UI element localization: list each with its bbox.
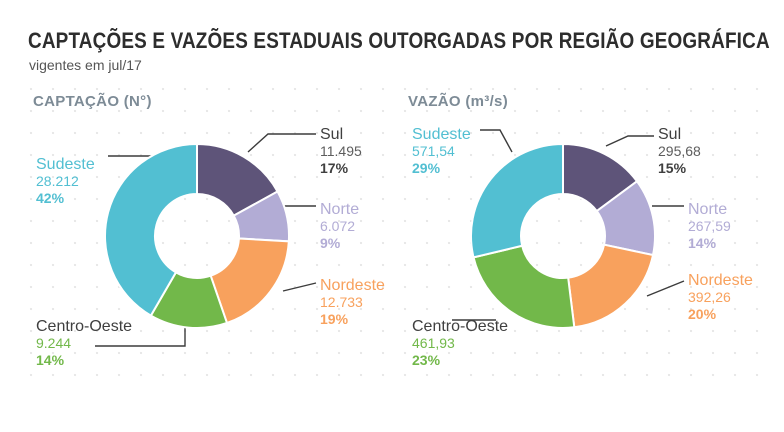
panel-title-captacao: CAPTAÇÃO (N°) [33,93,152,110]
label-nordeste-name: Nordeste [688,272,753,289]
chart-subtitle: vigentes em jul/17 [29,57,142,73]
connector-nordeste [282,282,317,292]
panel-captacao: CAPTAÇÃO (N°) Sul 11.495 17% Norte 6.072… [33,93,385,369]
label-norte-percent: 9% [320,235,341,251]
label-sul: Sul 11.495 17% [320,126,362,177]
label-norte: Norte 267,59 14% [688,201,731,252]
label-sudeste-value: 571,54 [412,143,455,159]
donut-vazao [452,129,685,329]
label-sul-name: Sul [320,126,344,143]
label-nordeste-percent: 19% [320,311,349,327]
slice-sudeste [104,142,198,317]
label-sudeste: Sudeste 28.212 42% [36,156,95,207]
label-sul-percent: 17% [320,160,349,176]
label-centro-oeste-value: 461,93 [412,335,455,351]
label-sudeste-percent: 42% [36,190,65,206]
panel-title-vazao: VAZÃO (m³/s) [408,93,508,110]
label-centro-oeste: Centro-Oeste 461,93 23% [412,318,508,369]
label-centro-oeste-percent: 14% [36,352,65,368]
connector-centro-oeste [95,326,186,347]
chart-title: CAPTAÇÕES E VAZÕES ESTADUAIS OUTORGADAS … [28,28,770,53]
label-sudeste-percent: 29% [412,160,441,176]
label-nordeste-value: 392,26 [688,289,731,305]
label-nordeste: Nordeste 12.733 19% [320,277,385,328]
connector-sudeste [480,129,513,153]
label-nordeste-value: 12.733 [320,294,363,310]
label-sul-percent: 15% [658,160,687,176]
label-norte-name: Norte [688,201,728,218]
label-norte-name: Norte [320,201,360,218]
label-centro-oeste-percent: 23% [412,352,441,368]
label-norte: Norte 6.072 9% [320,201,359,252]
label-sul-value: 295,68 [658,143,701,159]
label-nordeste: Nordeste 392,26 20% [688,272,753,323]
donut-captacao [95,133,317,347]
label-centro-oeste: Centro-Oeste 9.244 14% [36,318,132,369]
slice-nordeste [567,243,655,329]
label-sul-name: Sul [658,126,682,143]
label-centro-oeste-name: Centro-Oeste [412,318,509,335]
slice-centro-oeste [472,244,576,329]
label-sudeste: Sudeste 571,54 29% [412,126,471,177]
label-norte-percent: 14% [688,235,717,251]
panel-vazao: VAZÃO (m³/s) Sul 295,68 15% Norte 267,59… [392,0,784,432]
label-norte-value: 267,59 [688,218,731,234]
label-sudeste-name: Sudeste [412,126,471,143]
label-nordeste-percent: 20% [688,306,717,322]
label-sudeste-value: 28.212 [36,173,79,189]
slice-sudeste [470,142,564,259]
connector-sul [605,135,654,147]
label-centro-oeste-name: Centro-Oeste [36,318,133,335]
connector-nordeste [646,280,685,297]
label-nordeste-name: Nordeste [320,277,385,294]
label-centro-oeste-value: 9.244 [36,335,72,351]
label-sudeste-name: Sudeste [36,156,95,173]
label-norte-value: 6.072 [320,218,356,234]
label-sul: Sul 295,68 15% [658,126,701,177]
connector-sul [247,133,316,153]
label-sul-value: 11.495 [320,143,362,159]
